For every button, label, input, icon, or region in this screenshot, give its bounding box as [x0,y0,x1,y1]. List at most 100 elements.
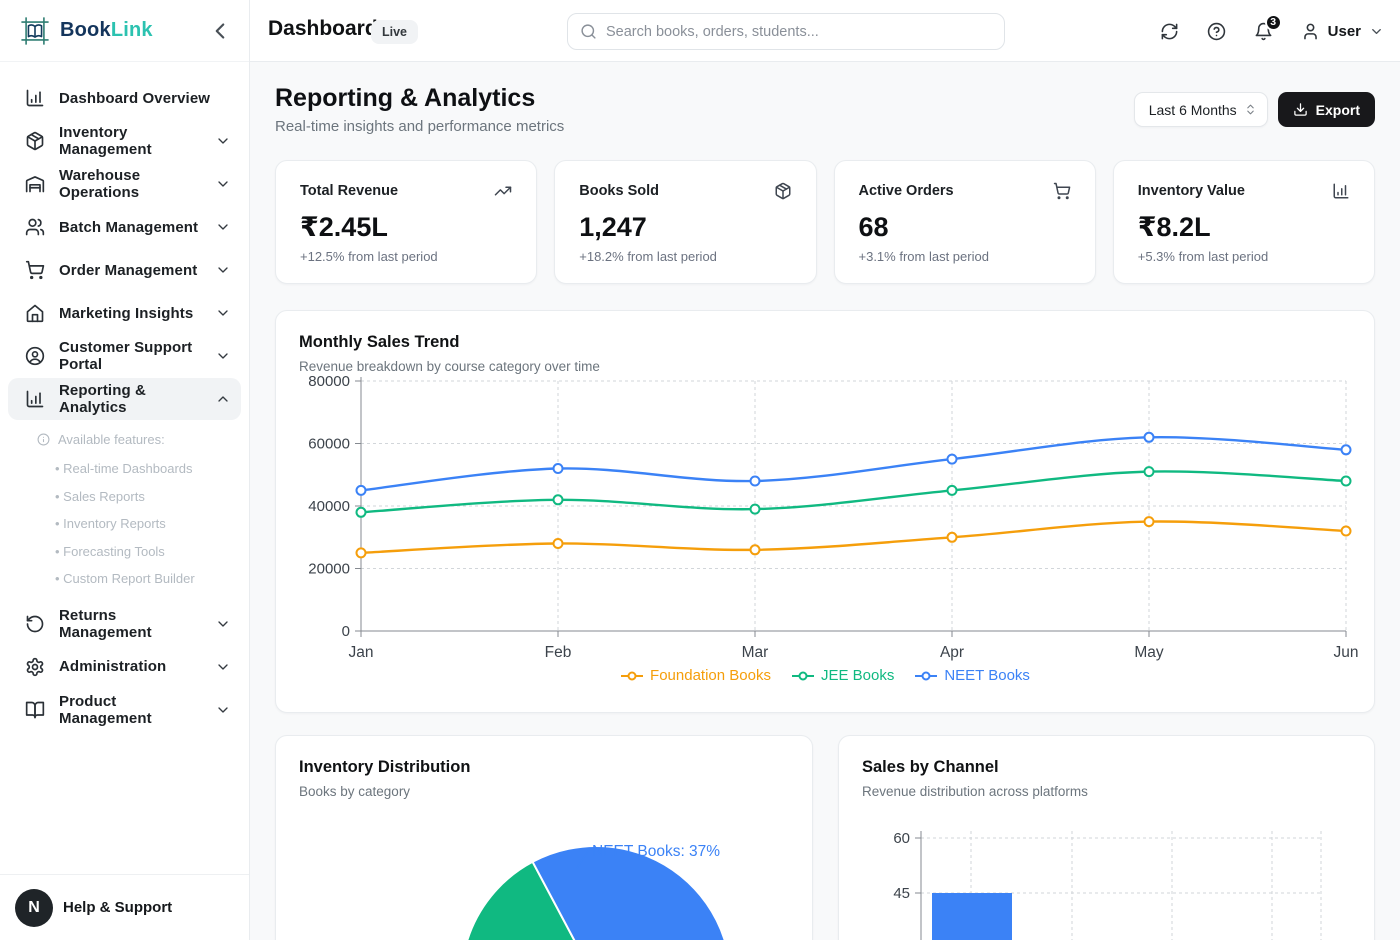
svg-text:60: 60 [893,830,910,847]
chevron-down-icon [215,176,231,192]
logo-row: BookLink [0,0,249,62]
legend-item-jee-books[interactable]: JEE Books [791,667,894,684]
chevron-left-icon [207,18,233,44]
line-chart: 020000400006000080000JanFebMarAprMayJun [276,373,1375,668]
chevron-down-icon [215,702,231,718]
avatar[interactable]: N [15,889,53,927]
page-title: Reporting & Analytics [275,84,535,113]
stat-change: +18.2% from last period [579,249,791,264]
legend-item-foundation-books[interactable]: Foundation Books [620,667,771,684]
package-icon [774,182,792,200]
bar-chart: 4560 [839,816,1375,940]
sidebar-item-reporting-analytics[interactable]: Reporting & Analytics [8,378,241,420]
svg-text:Feb: Feb [545,644,572,661]
svg-text:40000: 40000 [308,498,350,515]
legend-label: NEET Books [944,667,1030,684]
sidebar-item-customer-support-portal[interactable]: Customer Support Portal [8,335,241,377]
svg-text:Mar: Mar [742,644,769,661]
date-range-value: Last 6 Months [1149,102,1237,118]
notifications-bell-icon[interactable]: 3 [1254,22,1273,41]
page-subtitle: Real-time insights and performance metri… [275,118,564,135]
stat-label: Inventory Value [1138,183,1245,199]
sidebar-item-order-management[interactable]: Order Management [8,249,241,291]
book-open-icon [25,700,45,720]
sidebar-item-label: Order Management [59,262,201,279]
date-range-select[interactable]: Last 6 Months [1134,92,1268,127]
sidebar-item-returns-management[interactable]: Returns Management [8,603,241,645]
bar-card-title: Sales by Channel [862,758,999,777]
chevron-up-icon [215,391,231,407]
search-input[interactable] [606,24,992,40]
page-header-title: Dashboard [268,17,378,41]
download-icon [1293,102,1308,117]
chevron-down-icon [215,348,231,364]
help-support-link[interactable]: Help & Support [63,899,172,916]
pie-card-subtitle: Books by category [299,784,410,799]
sidebar-item-inventory-management[interactable]: Inventory Management [8,120,241,162]
stat-value: ₹8.2L [1138,212,1350,243]
legend-item-neet-books[interactable]: NEET Books [914,667,1030,684]
sidebar-item-label: Dashboard Overview [59,90,231,107]
chart-legend: Foundation Books JEE Books NEET Books [276,667,1374,684]
svg-text:Apr: Apr [940,644,964,661]
feature-item-real-time-dashboards: • Real-time Dashboards [8,455,241,483]
users-icon [25,217,45,237]
user-menu[interactable]: User [1301,22,1384,41]
user-menu-label: User [1328,23,1361,40]
refresh-icon[interactable] [1160,22,1179,41]
stat-card-total-revenue: Total Revenue₹2.45L+12.5% from last peri… [275,160,537,284]
feature-item-inventory-reports: • Inventory Reports [8,510,241,538]
sidebar-item-administration[interactable]: Administration [8,646,241,688]
bar-card-subtitle: Revenue distribution across platforms [862,784,1088,799]
stat-label: Active Orders [859,183,954,199]
chevron-down-icon [215,262,231,278]
stat-label: Books Sold [579,183,659,199]
sidebar-item-dashboard-overview[interactable]: Dashboard Overview [8,77,241,119]
stat-value: ₹2.45L [300,212,512,243]
sidebar-footer: N Help & Support [0,874,249,940]
bar-chart-icon [25,88,45,108]
svg-text:60000: 60000 [308,436,350,453]
page-controls: Last 6 Months Export [1134,92,1375,127]
booklink-logo-icon [20,16,50,46]
bar-chart-icon [25,389,45,409]
notification-count-badge: 3 [1265,14,1282,31]
stats-row: Total Revenue₹2.45L+12.5% from last peri… [275,160,1375,284]
top-header: Dashboard Live 3 User [250,0,1400,62]
sidebar: BookLink Dashboard Overview Inventory Man… [0,0,250,940]
info-icon [37,433,50,446]
stat-value: 1,247 [579,212,791,243]
header-actions: 3 User [1160,0,1384,62]
chevron-down-icon [215,305,231,321]
sidebar-item-warehouse-operations[interactable]: Warehouse Operations [8,163,241,205]
user-circle-icon [25,346,45,366]
stat-change: +3.1% from last period [859,249,1071,264]
stat-change: +5.3% from last period [1138,249,1350,264]
sidebar-nav: Dashboard Overview Inventory Management Wa… [0,62,249,731]
feature-item-custom-report-builder: • Custom Report Builder [8,565,241,593]
help-icon[interactable] [1207,22,1226,41]
export-button-label: Export [1316,102,1360,118]
available-features-label: Available features: [8,429,241,455]
svg-text:Jun: Jun [1334,644,1359,661]
sidebar-item-batch-management[interactable]: Batch Management [8,206,241,248]
sidebar-collapse-button[interactable] [207,18,233,44]
svg-text:Jan: Jan [349,644,374,661]
svg-text:NEET Books: 37%: NEET Books: 37% [592,843,720,860]
legend-marker-icon [791,670,815,682]
sidebar-item-label: Warehouse Operations [59,167,201,201]
stat-card-books-sold: Books Sold 1,247 +18.2% from last period [554,160,816,284]
user-icon [1301,22,1320,41]
sidebar-item-product-management[interactable]: Product Management [8,689,241,731]
reporting-analytics-submenu: Available features:• Real-time Dashboard… [8,421,241,603]
export-button[interactable]: Export [1278,92,1375,127]
stat-card-inventory-value: Inventory Value ₹8.2L +5.3% from last peri… [1113,160,1375,284]
chevron-down-icon [215,659,231,675]
inventory-distribution-card: Inventory Distribution Books by category… [275,735,813,940]
trend-card-subtitle: Revenue breakdown by course category ove… [299,359,600,374]
home-icon [25,303,45,323]
svg-text:20000: 20000 [308,561,350,578]
sidebar-item-label: Reporting & Analytics [59,382,201,416]
sidebar-item-marketing-insights[interactable]: Marketing Insights [8,292,241,334]
stat-label: Total Revenue [300,183,398,199]
